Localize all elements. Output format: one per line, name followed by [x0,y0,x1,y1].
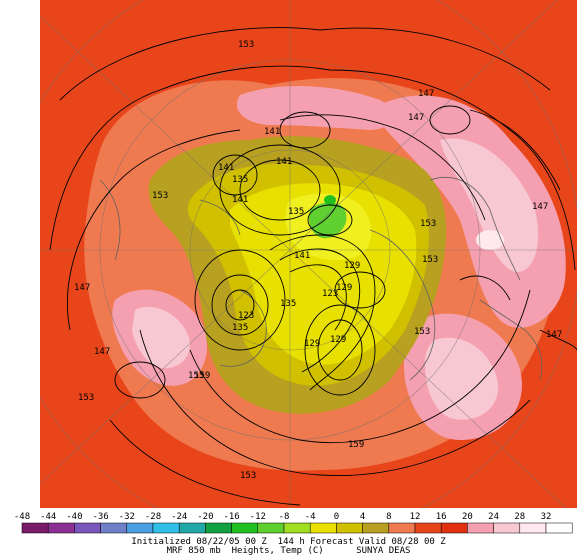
contour-label: 153 [422,255,438,265]
contour-label: 147 [94,347,110,357]
white-spot-east [476,230,504,250]
contour-label: 159 [348,440,364,450]
colorbar-swatch [545,522,573,534]
pale-pink-southeast [425,337,499,420]
contour-label: 147 [408,113,424,123]
forecast-map: 153 147 147 141 141 141 135 153 135 141 … [40,0,577,508]
temperature-colorbar: -48 -44 -40 -36 -32 -28 -24 -20 -16 -12 -8 -4 0 4 8 12 1… [0,508,577,538]
colorbar-swatch [205,522,232,534]
colorbar-tick-label: -40 [66,512,82,522]
contour-label: 153 [238,40,254,50]
colorbar-swatch [47,522,75,534]
colorbar-swatch [388,522,416,534]
colorbar-tick-label: -8 [279,512,290,522]
contour-label: 147 [74,283,90,293]
green-small-spot [324,195,336,205]
colorbar-tick-label: -28 [145,512,161,522]
colorbar-swatch [100,522,128,534]
contour-label: 147 [546,330,562,340]
contour-label: 153 [420,219,436,229]
colorbar-swatch [21,522,49,534]
colorbar-tick-label: 24 [488,512,499,522]
contour-label: 153 [414,327,430,337]
contour-label: 147 [418,89,434,99]
colorbar-tick-label: -36 [92,512,108,522]
footer-line-model: MRF 850 mb Heights, Temp (C) SUNYA DEAS [166,546,411,556]
colorbar-swatch [414,522,442,534]
contour-label: 153 [188,371,204,381]
coastlines [99,176,543,381]
contour-label: 129 [344,261,360,271]
contour-label: 123 [322,289,338,299]
colorbar-swatch [152,522,180,534]
colorbar-tick-label: -32 [119,512,135,522]
colorbar-swatch [493,522,521,534]
pink-region-north [236,85,393,130]
colorbar-tick-label: -24 [171,512,187,522]
colorbar-swatch [283,522,311,534]
contour-label: 141 [294,251,310,261]
contour-label: 153 [152,191,168,201]
contour-label: 135 [280,299,296,309]
colorbar-swatch [519,522,547,534]
colorbar-tick-label: -20 [197,512,213,522]
footer-line-init: Initialized 08/22/05 00 Z 144 h Forecast… [131,537,446,547]
pale-pink-east [440,138,539,272]
contour-label: 129 [330,335,346,345]
contour-label: 141 [232,195,248,205]
contour-label: 147 [532,202,548,212]
colorbar-ticks: -48 -44 -40 -36 -32 -28 -24 -20 -16 -12 -8 -4 0 4 8 12 1… [14,512,552,522]
colorbar-tick-label: -48 [14,512,30,522]
contour-label: 135 [232,323,248,333]
colorbar-tick-label: 0 [334,512,339,522]
colorbar-swatch [231,522,259,534]
colorbar-tick-label: 12 [410,512,421,522]
colorbar-swatch [74,522,101,534]
colorbar-swatches [21,522,573,534]
colorbar-tick-label: -16 [223,512,239,522]
colorbar-tick-label: 20 [462,512,473,522]
contour-label: 141 [218,163,234,173]
colorbar-swatch [257,522,285,534]
contour-label: 141 [276,157,292,167]
colorbar-swatch [126,522,154,534]
contour-label: 135 [232,175,248,185]
contour-label: 129 [336,283,352,293]
contour-label: 135 [288,207,304,217]
colorbar-tick-label: 4 [360,512,365,522]
contour-label: 123 [238,311,254,321]
contour-label: 129 [304,339,320,349]
map-footer: Initialized 08/22/05 00 Z 144 h Forecast… [0,538,577,558]
colorbar-tick-label: 16 [436,512,447,522]
colorbar-swatch [309,522,337,534]
contour-label: 159 [194,371,210,381]
contour-labels: 153 147 147 141 141 141 135 153 135 141 … [74,40,562,481]
contour-label: 153 [240,471,256,481]
colorbar-tick-label: -12 [250,512,266,522]
pale-pink-southwest [132,306,190,369]
colorbar-swatch [467,522,494,534]
height-contours [49,27,577,506]
colorbar-swatch [178,522,206,534]
graticule [40,0,577,508]
colorbar-tick-label: 32 [541,512,552,522]
contour-label: 141 [264,127,280,137]
colorbar-swatch [362,522,390,534]
contour-label: 153 [78,393,94,403]
colorbar-tick-label: -44 [40,512,56,522]
green-cold-spot [309,202,347,239]
colorbar-tick-label: 8 [386,512,391,522]
colorbar-swatch [440,522,468,534]
colorbar-swatch [336,522,363,534]
colorbar-tick-label: 28 [514,512,525,522]
colorbar-tick-label: -4 [305,512,316,522]
